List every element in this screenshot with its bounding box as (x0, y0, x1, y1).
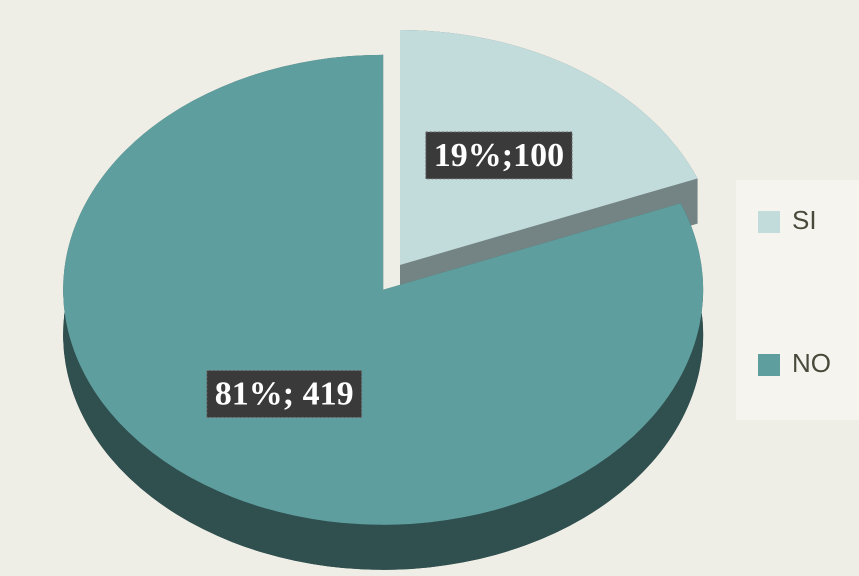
data-label: 81%; 419 (206, 370, 363, 419)
data-label: 19%;100 (425, 131, 573, 180)
legend-swatch (758, 354, 780, 376)
legend-swatch (758, 211, 780, 233)
legend-box (736, 180, 859, 420)
label-box (206, 370, 363, 419)
legend-label: NO (792, 348, 831, 378)
legend-label: SI (792, 205, 817, 235)
label-text: 81%; 419 (215, 376, 354, 413)
label-text: 19%;100 (434, 137, 564, 174)
label-box (425, 131, 573, 180)
